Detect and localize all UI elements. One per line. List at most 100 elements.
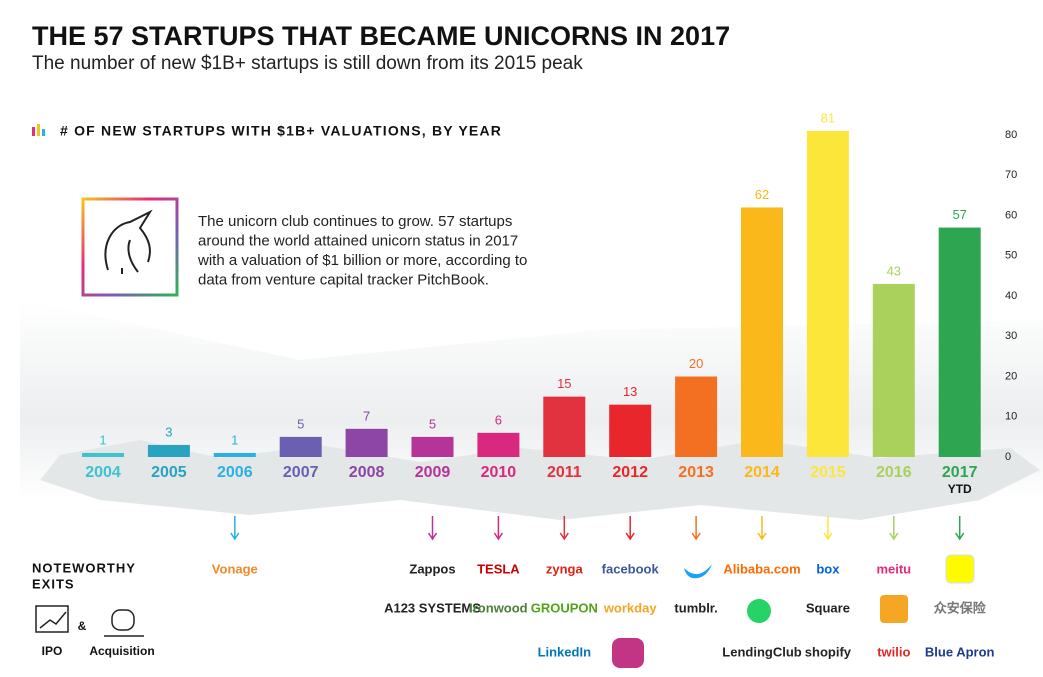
terrain — [40, 440, 1040, 520]
bar — [213, 452, 256, 457]
company-logo: LinkedIn — [538, 644, 592, 659]
y-tick-label: 30 — [1005, 330, 1017, 342]
bar — [675, 376, 718, 457]
ipo-icon — [35, 605, 144, 637]
company-logo: box — [816, 561, 840, 576]
bar — [411, 436, 454, 457]
company-logo: Ironwood — [469, 600, 528, 615]
company-logo: tumblr. — [674, 600, 717, 615]
x-tick-label: 2004 — [85, 464, 121, 481]
exits-title: EXITS — [32, 576, 75, 591]
axis-label: # OF NEW STARTUPS WITH $1B+ VALUATIONS, … — [60, 123, 502, 139]
value-label: 81 — [821, 110, 835, 125]
exit-arrow — [889, 516, 899, 541]
callout-line: with a valuation of $1 billion or more, … — [197, 252, 527, 269]
value-label: 57 — [952, 207, 966, 222]
value-label: 5 — [297, 416, 304, 431]
callout-line: The unicorn club continues to grow. 57 s… — [198, 213, 512, 230]
y-tick-label: 70 — [1005, 169, 1017, 181]
legend-acquisition: Acquisition — [89, 644, 154, 658]
exits-title: NOTEWORTHY — [32, 560, 136, 575]
bar — [477, 432, 520, 457]
exit-arrow — [625, 516, 635, 541]
x-tick-label: 2010 — [481, 464, 517, 481]
company-logo: workday — [603, 600, 658, 615]
category-note: YTD — [948, 482, 972, 496]
bar — [279, 436, 322, 457]
subtitle: The number of new $1B+ startups is still… — [32, 53, 583, 74]
exit-arrow — [493, 516, 504, 541]
whatsapp-icon — [747, 599, 771, 623]
bar — [938, 227, 981, 457]
value-label: 20 — [689, 356, 703, 371]
value-label: 62 — [755, 187, 769, 202]
instagram-icon — [612, 638, 644, 668]
callout-line: around the world attained unicorn status… — [198, 232, 518, 249]
company-logo: TESLA — [477, 561, 520, 576]
bar — [147, 444, 190, 457]
x-tick-label: 2005 — [151, 464, 187, 481]
company-logo: LendingClub — [722, 644, 801, 659]
x-tick-label: 2006 — [217, 464, 253, 481]
y-tick-label: 40 — [1005, 290, 1017, 302]
exit-arrow — [823, 516, 833, 541]
icon-logos — [612, 554, 975, 668]
company-logo: Blue Apron — [925, 644, 995, 659]
exit-arrow — [691, 516, 701, 541]
y-tick-label: 20 — [1005, 370, 1017, 382]
value-label: 43 — [887, 263, 901, 278]
bar — [609, 404, 652, 457]
company-logo: A123 SYSTEMS — [384, 600, 481, 615]
exit-arrow — [427, 516, 438, 541]
app-icon — [880, 595, 908, 623]
company-logo: twilio — [877, 644, 910, 659]
bar — [806, 130, 849, 457]
bar — [543, 396, 586, 457]
callout-box — [81, 197, 179, 297]
value-label: 13 — [623, 384, 637, 399]
y-tick-label: 10 — [1005, 411, 1017, 423]
callout-line: data from venture capital tracker PitchB… — [198, 271, 489, 288]
company-logo: meitu — [876, 561, 911, 576]
y-tick-label: 60 — [1005, 209, 1017, 221]
x-tick-label: 2013 — [678, 464, 714, 481]
label-icon — [32, 124, 45, 136]
legend-and: & — [78, 619, 87, 633]
x-tick-label: 2016 — [876, 464, 912, 481]
exit-arrow — [955, 516, 965, 541]
x-tick-label: 2017 — [942, 464, 978, 481]
bar — [345, 428, 388, 457]
exit-arrow — [757, 516, 767, 541]
unicorn-icon — [104, 209, 153, 274]
exit-arrow — [230, 516, 240, 541]
bar — [82, 452, 124, 457]
y-tick-label: 80 — [1005, 129, 1017, 141]
x-tick-label: 2008 — [349, 464, 385, 481]
x-tick-label: 2011 — [547, 464, 582, 481]
company-logo: facebook — [602, 561, 660, 576]
company-logo: shopify — [805, 644, 852, 659]
exit-arrow — [559, 516, 569, 541]
twitter-icon — [684, 564, 712, 579]
company-logo: Vonage — [212, 561, 258, 576]
value-label: 1 — [99, 432, 106, 447]
x-tick-label: 2015 — [810, 464, 846, 481]
value-label: 1 — [231, 432, 238, 447]
value-label: 7 — [363, 408, 370, 423]
company-logo: Zappos — [409, 561, 455, 576]
title: THE 57 STARTUPS THAT BECAME UNICORNS IN … — [32, 21, 730, 51]
value-label: 6 — [495, 412, 502, 427]
legend-ipo: IPO — [42, 644, 63, 658]
company-logo: Alibaba.com — [723, 561, 800, 576]
bar — [872, 283, 915, 457]
company-logo: GROUPON — [531, 600, 598, 615]
value-label: 3 — [165, 424, 172, 439]
value-label: 5 — [429, 416, 436, 431]
x-tick-label: 2012 — [612, 464, 648, 481]
y-tick-label: 50 — [1005, 250, 1017, 262]
x-tick-label: 2014 — [744, 464, 780, 481]
y-tick-label: 0 — [1005, 451, 1011, 463]
value-label: 15 — [557, 376, 571, 391]
snapchat-icon — [945, 554, 975, 584]
